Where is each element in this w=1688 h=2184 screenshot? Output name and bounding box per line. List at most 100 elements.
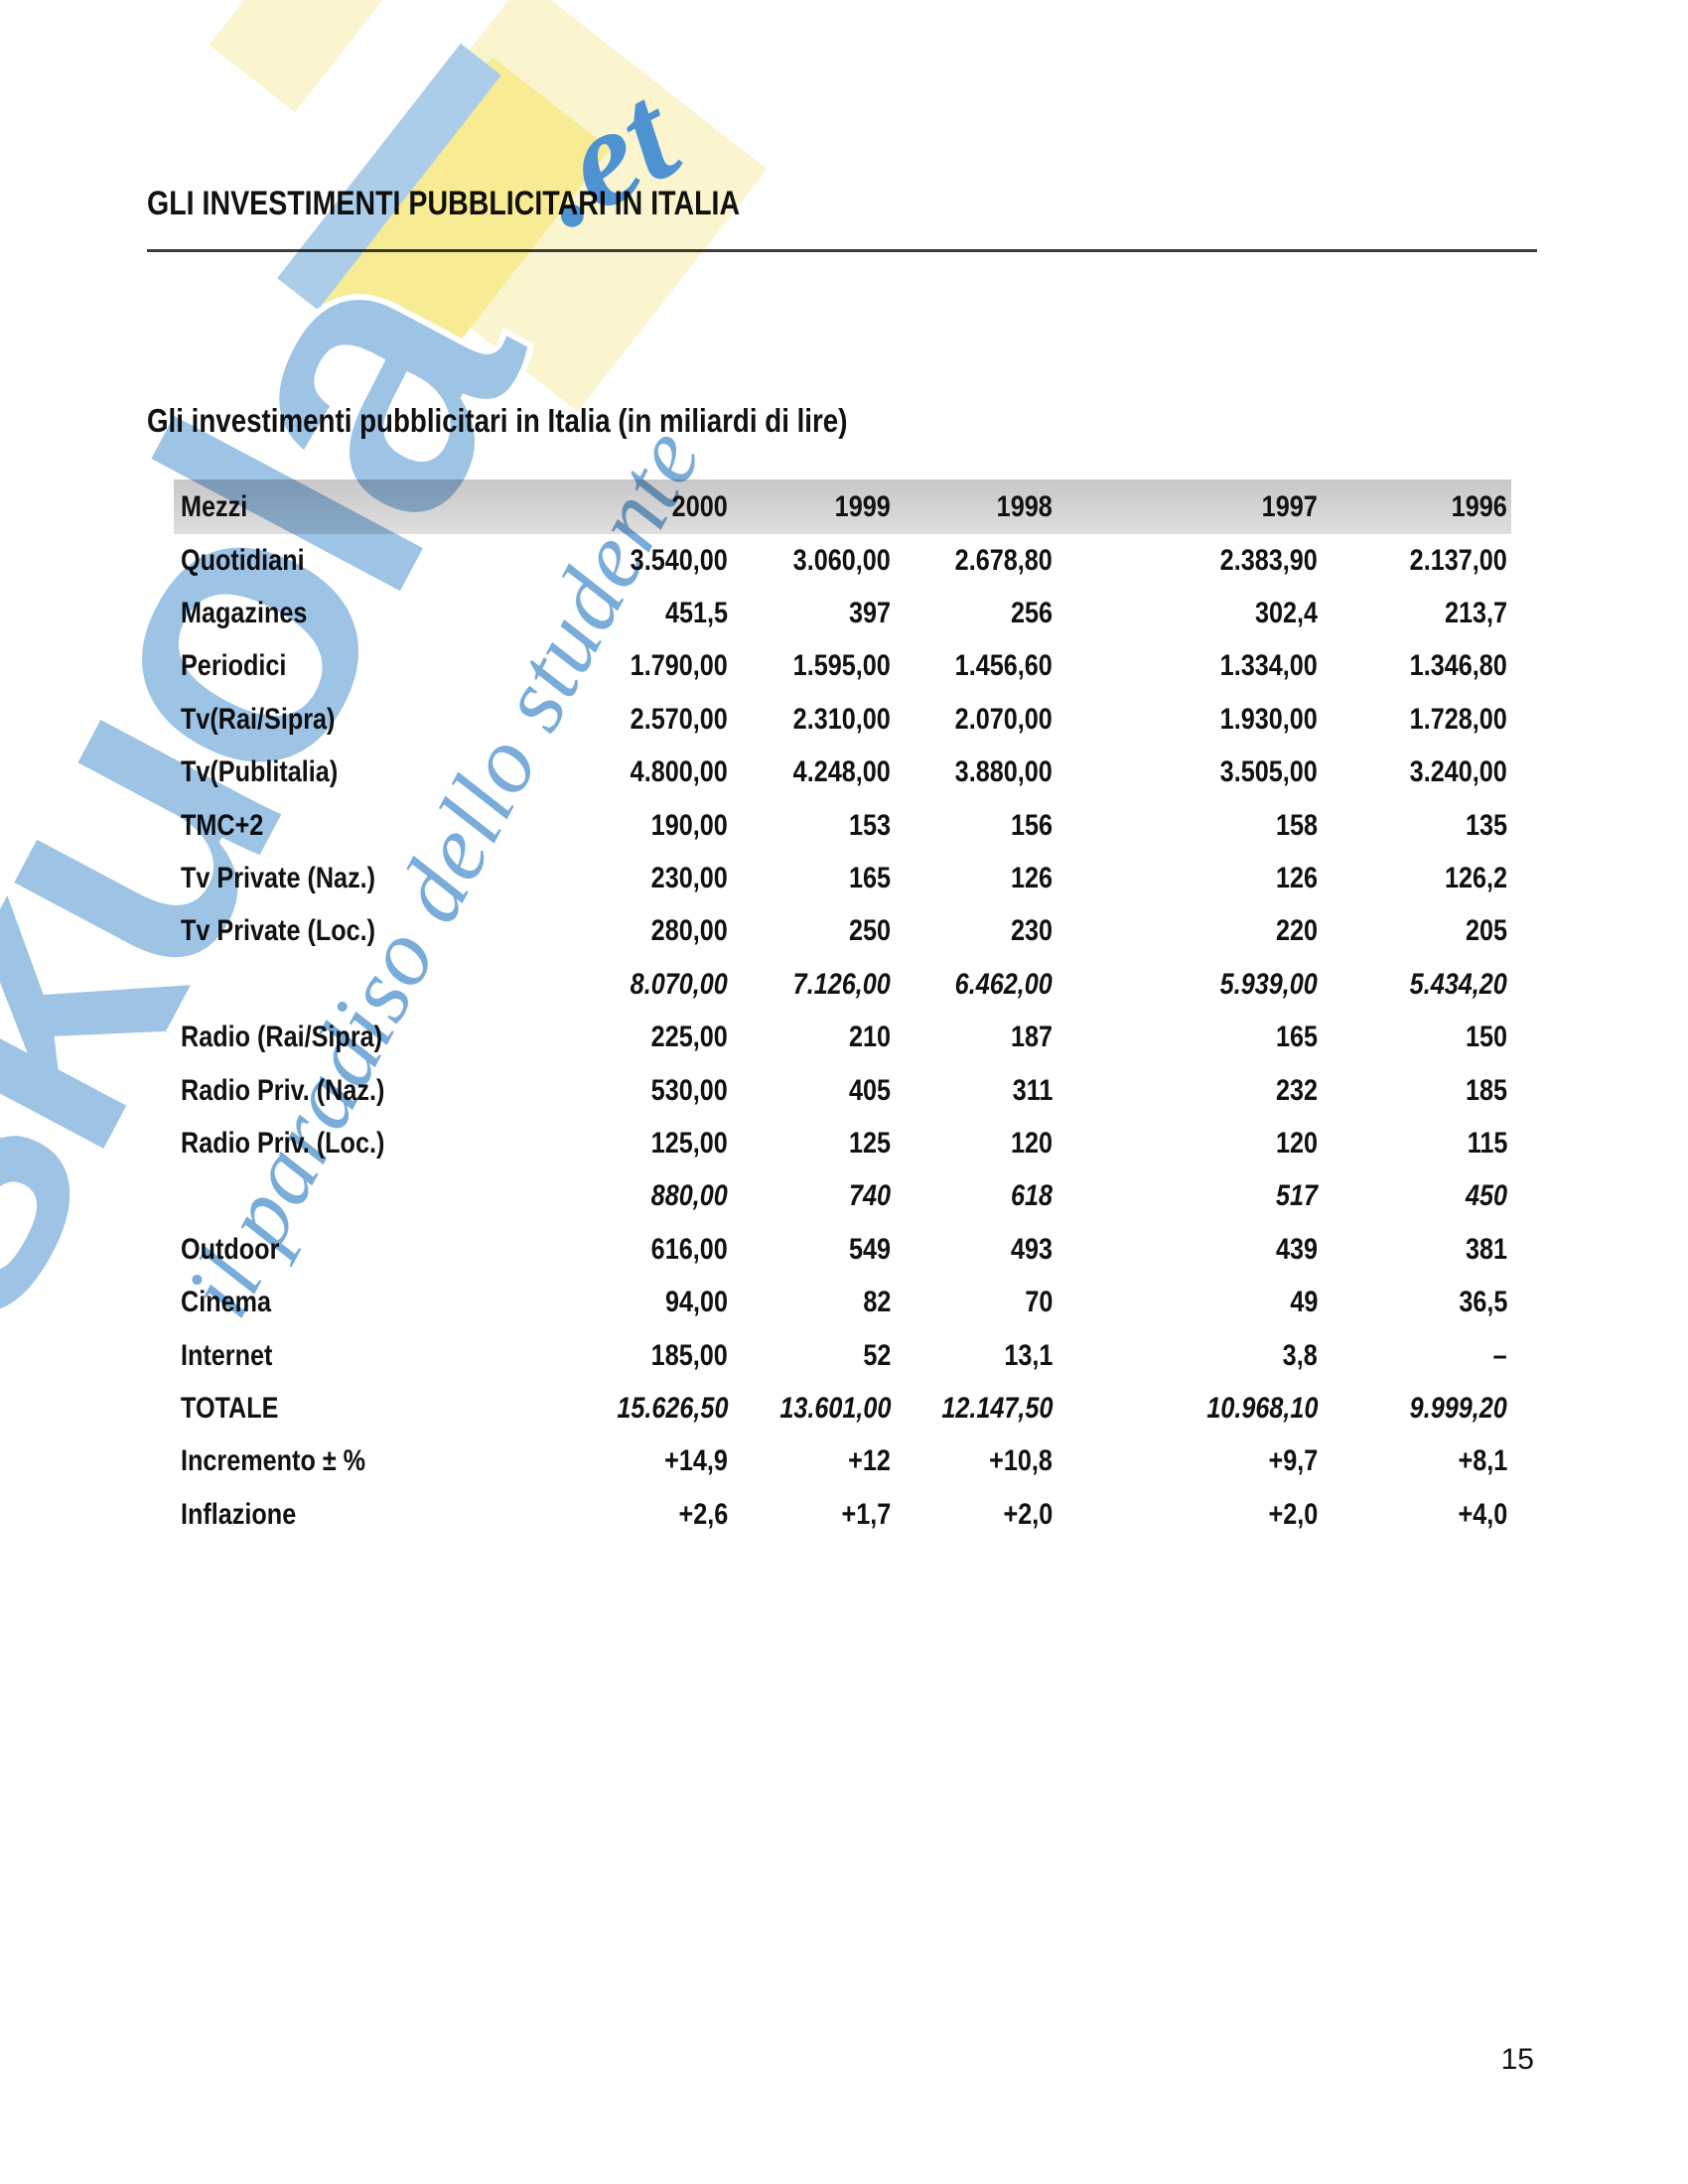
table-cell-value: 1.930,00 [1053, 703, 1318, 737]
table-row: Radio (Rai/Sipra) 225,00 210 187 165 150 [174, 1012, 1511, 1064]
table-cell-value: 256 [891, 597, 1053, 630]
cell-text: 126 [1275, 862, 1318, 895]
table-cell-value: 135 [1318, 809, 1507, 843]
table-cell-value: 8.070,00 [457, 968, 728, 1002]
cell-text: +10,8 [989, 1444, 1053, 1478]
cell-text: Radio (Rai/Sipra) [181, 1021, 383, 1054]
table-cell-value: 185 [1318, 1074, 1507, 1108]
cell-text: 120 [1275, 1126, 1318, 1160]
cell-text: TMC+2 [181, 808, 264, 842]
table-cell-label: TMC+2 [174, 809, 457, 843]
table-cell-value: 10.968,10 [1053, 1392, 1318, 1426]
cell-text: TOTALE [181, 1391, 279, 1425]
table-row: Quotidiani 3.540,00 3.060,00 2.678,80 2.383,… [174, 534, 1511, 587]
table-cell-value: +10,8 [891, 1444, 1053, 1478]
table-cell-value: 2.570,00 [457, 703, 728, 737]
table-cell-value: 232 [1053, 1074, 1318, 1108]
cell-text: 4.248,00 [792, 755, 891, 789]
table-cell-value: 158 [1053, 809, 1318, 843]
cell-text: 213,7 [1444, 597, 1507, 630]
table-cell-label: Tv Private (Naz.) [174, 862, 457, 895]
cell-text: 493 [1010, 1232, 1053, 1266]
table-cell-value: 1.790,00 [457, 649, 728, 683]
table-cell-value: 126 [891, 862, 1053, 895]
cell-text: 165 [1275, 1021, 1318, 1054]
table-cell-value: 225,00 [457, 1021, 728, 1054]
table-cell-value: 82 [728, 1286, 891, 1319]
table-cell-value: 165 [1053, 1021, 1318, 1054]
cell-text: 439 [1275, 1232, 1318, 1266]
table-cell-value: 230,00 [457, 862, 728, 895]
table-cell-value: 115 [1318, 1127, 1507, 1160]
table-cell-value: +9,7 [1053, 1444, 1318, 1478]
cell-text: 52 [862, 1338, 891, 1372]
table-cell-value: 405 [728, 1074, 891, 1108]
cell-text: 1.595,00 [792, 649, 891, 683]
cell-text: Magazines [181, 597, 308, 630]
cell-text: 7.126,00 [792, 967, 891, 1001]
cell-text: 1998 [996, 489, 1053, 523]
table-cell-value: 94,00 [457, 1286, 728, 1319]
cell-text: 311 [1012, 1073, 1053, 1107]
table-row: Tv Private (Loc.) 280,00 250 230 220 205 [174, 905, 1511, 958]
cell-text: 451,5 [664, 597, 728, 630]
table-cell-value: 5.434,20 [1318, 968, 1507, 1002]
table-cell-value: 616,00 [457, 1233, 728, 1267]
table-cell-value: 205 [1318, 914, 1507, 948]
table-cell-value: 1.728,00 [1318, 703, 1507, 737]
table-row: Inflazione +2,6 +1,7 +2,0 +2,0 +4,0 [174, 1488, 1511, 1541]
table-cell-value: 4.800,00 [457, 755, 728, 789]
table-cell-label: Cinema [174, 1286, 457, 1319]
cell-text: 125,00 [650, 1126, 728, 1160]
cell-text: 230 [1010, 914, 1053, 948]
cell-text: 3.540,00 [630, 543, 728, 577]
cell-text: 126 [1010, 862, 1053, 895]
cell-text: 618 [1010, 1179, 1053, 1213]
cell-text: Incremento ± % [181, 1444, 366, 1478]
cell-text: Mezzi [181, 489, 248, 523]
cell-text: 82 [862, 1286, 891, 1319]
table-row: TMC+2 190,00 153 156 158 135 [174, 799, 1511, 852]
cell-text: +9,7 [1268, 1444, 1318, 1478]
cell-text: 5.434,20 [1409, 967, 1507, 1001]
table-cell-value: 190,00 [457, 809, 728, 843]
table-cell-value: 6.462,00 [891, 968, 1053, 1002]
cell-text: 115 [1467, 1126, 1507, 1160]
table-cell-value: 3.880,00 [891, 755, 1053, 789]
cell-text: 13,1 [1003, 1338, 1053, 1372]
table-cell-value: 3.240,00 [1318, 755, 1507, 789]
table-cell-value: 450 [1318, 1179, 1507, 1213]
table-cell-label [174, 1179, 457, 1213]
table-cell-value: +1,7 [728, 1498, 891, 1532]
table-cell-label: Tv Private (Loc.) [174, 914, 457, 948]
table-cell-value: 2.678,80 [891, 544, 1053, 578]
cell-text: 2.383,90 [1219, 543, 1318, 577]
cell-text: 1.728,00 [1409, 702, 1507, 736]
cell-text: 150 [1465, 1021, 1507, 1054]
table-cell-label: Periodici [174, 649, 457, 683]
table-cell-value: 1999 [728, 490, 891, 524]
table-cell-value: 311 [891, 1074, 1053, 1108]
cell-text: 230,00 [650, 862, 728, 895]
table-cell-value: 120 [1053, 1127, 1318, 1160]
header-rule [147, 249, 1537, 252]
cell-text: 3,8 [1282, 1338, 1318, 1372]
table-cell-value: 156 [891, 809, 1053, 843]
page-title: GLI INVESTIMENTI PUBBLICITARI IN ITALIA [147, 185, 853, 223]
cell-text: 187 [1010, 1021, 1053, 1054]
cell-text: 220 [1275, 914, 1318, 948]
cell-text: 190,00 [650, 808, 728, 842]
cell-text: Radio Priv. (Naz.) [181, 1073, 385, 1107]
cell-text: 135 [1465, 808, 1507, 842]
cell-text: Tv(Publitalia) [181, 755, 339, 789]
cell-text: 2.570,00 [630, 702, 728, 736]
table-cell-value: 120 [891, 1127, 1053, 1160]
table-cell-value: 3.060,00 [728, 544, 891, 578]
table-cell-value: 1998 [891, 490, 1053, 524]
table-cell-label [174, 968, 457, 1002]
table-cell-value: 220 [1053, 914, 1318, 948]
table-cell-label: Outdoor [174, 1233, 457, 1267]
table-cell-value: 3.540,00 [457, 544, 728, 578]
cell-text: 12.147,50 [940, 1391, 1053, 1425]
